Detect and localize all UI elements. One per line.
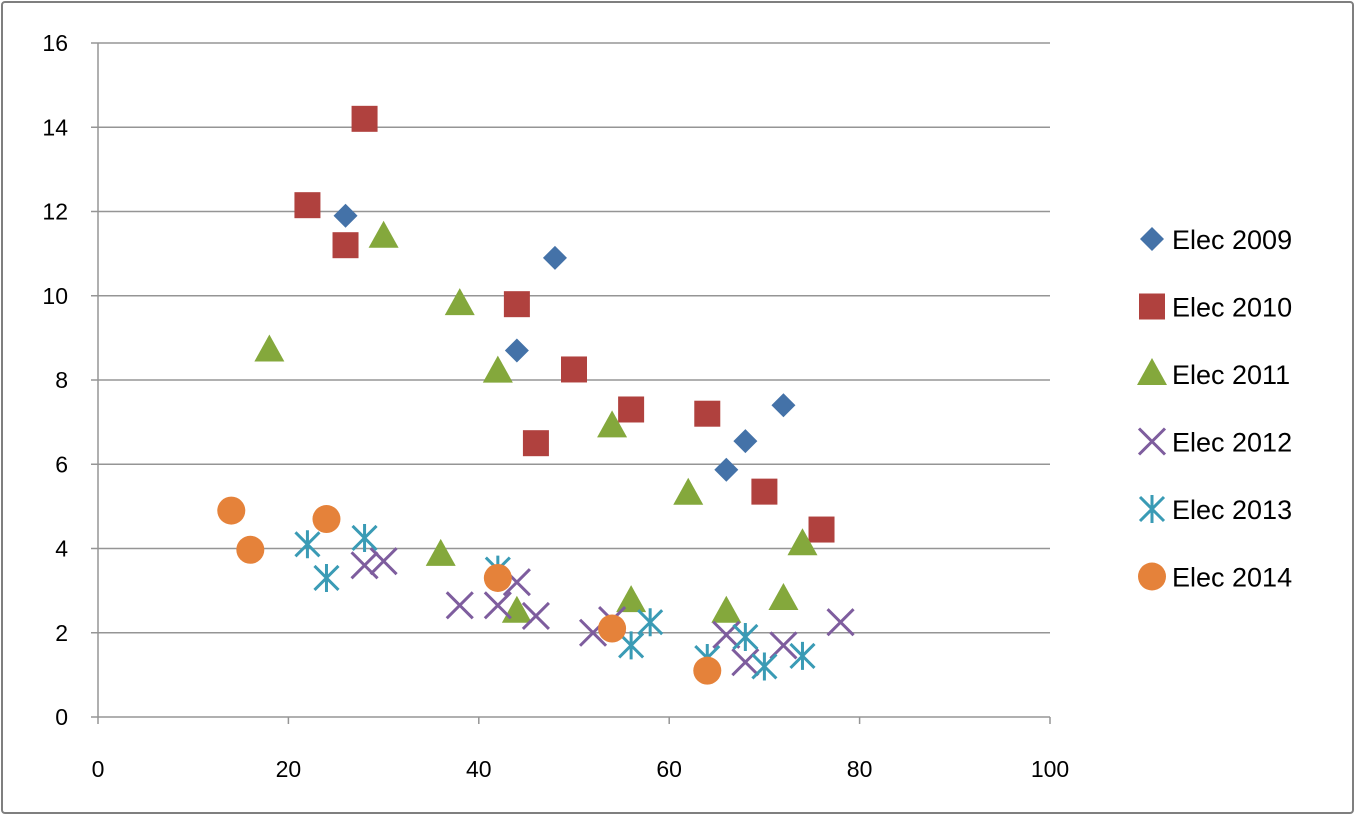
- series-elec-2010: [294, 105, 835, 543]
- series-elec-2012: [350, 547, 855, 677]
- data-point: [332, 232, 359, 259]
- data-point: [368, 220, 399, 248]
- data-point: [618, 396, 645, 423]
- legend-item: Elec 2014: [1138, 562, 1292, 593]
- data-point: [808, 516, 835, 543]
- data-point: [294, 530, 321, 559]
- data-point: [444, 288, 475, 316]
- data-point: [673, 477, 704, 505]
- legend-label: Elec 2009: [1172, 225, 1292, 255]
- data-point: [313, 563, 340, 592]
- data-point: [694, 400, 721, 427]
- legend-item: Elec 2009: [1140, 225, 1292, 255]
- data-point: [732, 622, 759, 651]
- data-point: [561, 356, 587, 383]
- data-point: [522, 430, 549, 457]
- legend-marker: [1137, 427, 1167, 456]
- data-point: [254, 334, 285, 362]
- legend-marker: [1138, 562, 1166, 591]
- data-point: [236, 535, 265, 564]
- legend-item: Elec 2013: [1138, 495, 1292, 525]
- x-tick-label: 80: [847, 756, 873, 782]
- y-tick-label: 12: [42, 199, 68, 225]
- legend-label: Elec 2013: [1172, 495, 1292, 525]
- legend-label: Elec 2014: [1172, 563, 1292, 593]
- data-point: [693, 656, 722, 685]
- y-tick-label: 8: [55, 367, 68, 393]
- data-point: [312, 505, 341, 534]
- series-elec-2014: [217, 496, 722, 685]
- gridlines: [98, 42, 1050, 634]
- data-point: [445, 591, 474, 620]
- legend-marker: [1137, 358, 1167, 385]
- legend-marker: [1138, 495, 1166, 523]
- y-tick-label: 14: [42, 114, 68, 140]
- data-point: [771, 393, 796, 418]
- data-point: [542, 245, 567, 270]
- data-point: [598, 614, 627, 643]
- legend-label: Elec 2010: [1172, 293, 1292, 323]
- series-elec-2009: [333, 203, 796, 482]
- data-point: [733, 429, 758, 454]
- y-tick-label: 6: [55, 451, 68, 477]
- data-point: [787, 528, 818, 556]
- data-point: [482, 355, 513, 383]
- series-elec-2011: [254, 220, 818, 623]
- legend-item: Elec 2011: [1137, 358, 1290, 390]
- data-point: [768, 583, 799, 611]
- data-point: [351, 105, 378, 132]
- data-point: [294, 192, 321, 219]
- legend: Elec 2009 Elec 2010 Elec 2011 Elec 2012 Elec…: [1137, 225, 1292, 593]
- data-point: [714, 457, 739, 482]
- x-tick-label: 0: [92, 756, 105, 782]
- y-tick-label: 4: [55, 536, 68, 562]
- data-point: [483, 563, 512, 592]
- data-point: [350, 551, 379, 580]
- axes: [91, 42, 1051, 724]
- data-point: [711, 595, 742, 623]
- y-tick-label: 10: [42, 283, 68, 309]
- data-point: [616, 585, 647, 613]
- data-point: [751, 478, 778, 505]
- data-point: [333, 203, 358, 228]
- legend-label: Elec 2011: [1172, 360, 1290, 390]
- x-tick-label: 40: [466, 756, 492, 782]
- y-tick-label: 16: [42, 30, 68, 56]
- legend-item: Elec 2010: [1139, 293, 1292, 323]
- y-tick-label: 2: [55, 620, 68, 646]
- data-point: [425, 538, 456, 566]
- series-elec-2013: [294, 523, 816, 681]
- data-point: [826, 608, 855, 637]
- legend-label: Elec 2012: [1172, 428, 1292, 458]
- data-point: [618, 631, 645, 660]
- data-point: [504, 338, 529, 363]
- data-point: [369, 547, 398, 576]
- data-point: [483, 591, 512, 620]
- y-tick-label: 0: [55, 704, 68, 730]
- legend-marker: [1140, 227, 1164, 251]
- data-point: [597, 410, 628, 438]
- legend-marker: [1139, 293, 1165, 320]
- legend-item: Elec 2012: [1137, 427, 1292, 458]
- x-tick-label: 100: [1031, 756, 1069, 782]
- data-point: [521, 601, 550, 630]
- tick-labels: 0 2 4 6 8 10 12 14 16 0 20 40 60 80 100: [42, 30, 1069, 782]
- x-tick-label: 20: [276, 756, 302, 782]
- data-points: [217, 105, 855, 685]
- data-point: [731, 648, 760, 677]
- data-point: [503, 291, 530, 318]
- data-point: [637, 608, 664, 637]
- data-point: [789, 641, 816, 670]
- data-point: [351, 523, 378, 552]
- data-point: [751, 652, 778, 681]
- data-point: [217, 496, 246, 525]
- x-tick-label: 60: [656, 756, 682, 782]
